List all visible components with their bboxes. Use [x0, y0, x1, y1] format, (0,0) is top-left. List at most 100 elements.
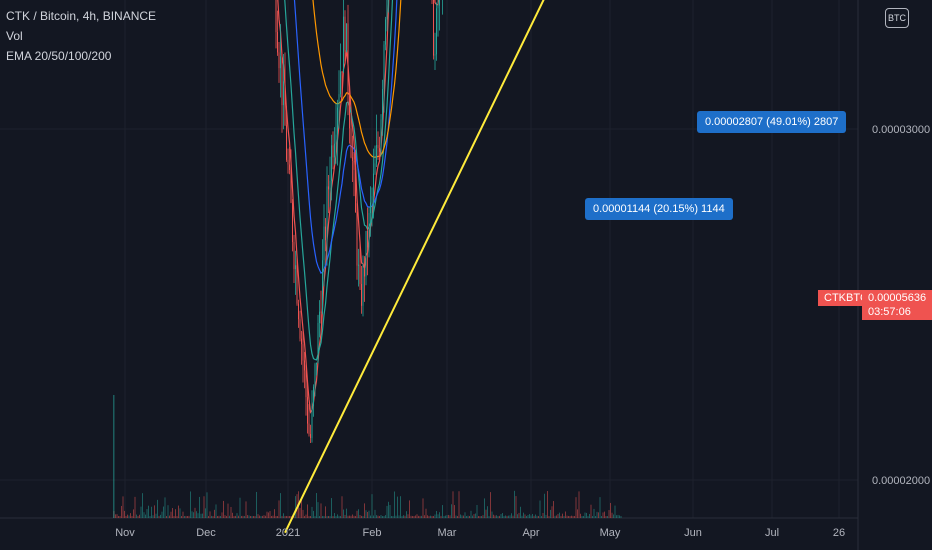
- volume-bar: [608, 510, 610, 518]
- volume-bar: [220, 515, 221, 518]
- candle-body: [304, 360, 305, 371]
- candle-body: [364, 264, 365, 277]
- volume-bar: [415, 515, 416, 518]
- last-price-value: 0.00005636: [868, 292, 927, 304]
- volume-bar: [445, 515, 446, 518]
- time-tick-label: Apr: [522, 527, 539, 539]
- volume-bar: [547, 491, 548, 518]
- volume-bar: [163, 506, 164, 518]
- volume-bar: [407, 514, 409, 518]
- volume-bar: [365, 510, 367, 518]
- candle-body: [434, 54, 436, 56]
- volume-bar: [511, 513, 512, 518]
- candle-body: [341, 71, 343, 73]
- volume-bar: [145, 514, 146, 518]
- ema-indicator-label[interactable]: EMA 20/50/100/200: [6, 49, 112, 63]
- candle-body: [353, 160, 355, 170]
- volume-bar: [502, 513, 503, 518]
- volume-bar: [304, 516, 305, 518]
- volume-bar: [154, 505, 155, 518]
- volume-bar: [617, 514, 619, 518]
- candle-body: [358, 264, 359, 266]
- volume-bar: [454, 505, 455, 518]
- volume-bar: [287, 515, 289, 518]
- volume-bar: [215, 504, 217, 518]
- volume-bar: [130, 513, 131, 518]
- volume-bar: [343, 509, 344, 518]
- volume-bar: [589, 514, 590, 518]
- volume-bar: [169, 515, 170, 518]
- volume-bar: [389, 504, 391, 518]
- volume-bar: [484, 498, 485, 518]
- volume-bar: [566, 515, 568, 518]
- volume-bar: [268, 512, 269, 518]
- volume-bar: [380, 515, 382, 518]
- last-price-tag: 0.00005636 03:57:06: [862, 290, 932, 320]
- volume-bar: [448, 514, 449, 518]
- volume-bar: [257, 514, 259, 518]
- volume-bar: [398, 515, 400, 518]
- volume-bar: [188, 515, 190, 518]
- volume-bar: [248, 515, 250, 518]
- volume-bar: [122, 496, 124, 518]
- volume-bar: [571, 515, 572, 518]
- volume-indicator-label[interactable]: Vol: [6, 29, 23, 43]
- volume-bar: [239, 497, 241, 518]
- volume-bar: [242, 515, 244, 518]
- volume-bar: [467, 515, 469, 518]
- candle-body: [284, 81, 286, 126]
- volume-bar: [302, 509, 304, 518]
- volume-bar: [469, 515, 470, 518]
- volume-bar: [440, 515, 442, 518]
- volume-bar: [572, 515, 574, 518]
- volume-bar: [167, 505, 169, 518]
- volume-bar: [155, 513, 157, 518]
- volume-bar: [362, 516, 364, 518]
- symbol-title[interactable]: CTK / Bitcoin, 4h, BINANCE: [6, 9, 157, 23]
- candle-body: [305, 370, 307, 398]
- candle-body: [371, 196, 373, 203]
- candle-body: [356, 212, 358, 266]
- volume-bar: [184, 515, 185, 518]
- candle-body: [386, 0, 388, 20]
- volume-bar: [551, 506, 553, 518]
- candle-body: [332, 145, 334, 158]
- volume-bar: [266, 511, 268, 518]
- candle-body: [368, 213, 370, 248]
- candle-body: [302, 344, 304, 361]
- candle-body: [319, 311, 320, 324]
- volume-bar: [245, 501, 247, 518]
- volume-bar: [368, 510, 370, 518]
- volume-bar: [175, 509, 176, 518]
- volume-bar: [281, 515, 283, 518]
- ema-line-200: [312, 0, 402, 158]
- volume-bar: [601, 515, 602, 518]
- volume-bar: [536, 515, 538, 518]
- currency-unit-button[interactable]: BTC: [885, 8, 909, 28]
- volume-bar: [140, 506, 142, 518]
- volume-bar: [569, 515, 571, 518]
- volume-bar: [367, 511, 368, 518]
- volume-bar: [200, 513, 202, 518]
- volume-bar: [128, 515, 130, 518]
- volume-bar: [151, 506, 152, 518]
- volume-bar: [299, 507, 301, 518]
- volume-bar: [134, 496, 136, 518]
- candle-body: [433, 0, 434, 56]
- volume-bar: [604, 511, 605, 518]
- volume-bar: [532, 513, 533, 518]
- volume-bar: [113, 395, 115, 518]
- volume-bar: [191, 511, 193, 518]
- candle-body: [331, 145, 332, 181]
- candle-body: [374, 163, 376, 174]
- volume-bar: [557, 513, 559, 518]
- volume-bar: [409, 500, 410, 518]
- candle-body: [335, 134, 337, 144]
- volume-bar: [227, 503, 229, 518]
- volume-bar: [283, 513, 284, 518]
- volume-bar: [335, 515, 337, 518]
- volume-bar: [355, 515, 356, 518]
- time-tick-label: 2021: [276, 527, 300, 539]
- volume-bar: [178, 505, 179, 518]
